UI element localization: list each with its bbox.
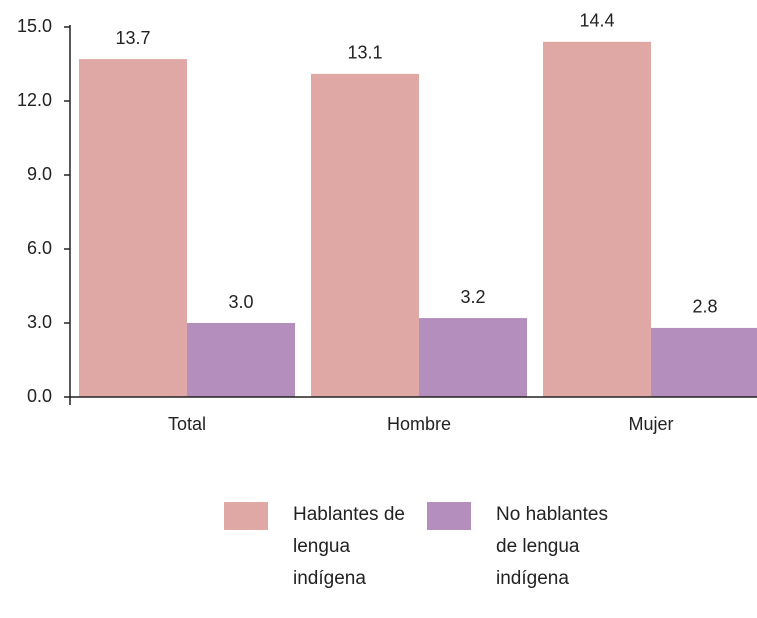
bar bbox=[543, 41, 651, 398]
legend-label: No hablantes de lengua indígena bbox=[496, 504, 608, 589]
x-tick-label: Hombre bbox=[387, 414, 451, 434]
value-label: 13.7 bbox=[115, 28, 150, 48]
y-tick-label: 0.0 bbox=[27, 386, 52, 406]
bar bbox=[311, 73, 419, 397]
bar bbox=[79, 59, 187, 398]
value-label: 3.2 bbox=[460, 287, 485, 307]
bar bbox=[419, 318, 527, 397]
x-tick-label: Total bbox=[168, 414, 206, 434]
value-label: 14.4 bbox=[579, 11, 614, 31]
x-tick-label: Mujer bbox=[628, 414, 673, 434]
y-tick-label: 6.0 bbox=[27, 238, 52, 258]
legend-label: Hablantes de lengua indígena bbox=[293, 504, 405, 589]
chart: 0.0 3.0 6.0 9.0 12.0 15.0 Total 13.7 3.0 Hombre 13… bbox=[17, 11, 757, 434]
bar bbox=[187, 323, 295, 397]
value-label: 2.8 bbox=[692, 297, 717, 317]
y-tick-label: 9.0 bbox=[27, 164, 52, 184]
legend-swatch bbox=[427, 502, 471, 530]
legend-swatch bbox=[224, 502, 268, 530]
value-label: 3.0 bbox=[228, 292, 253, 312]
y-tick-label: 12.0 bbox=[17, 90, 52, 110]
bar bbox=[651, 327, 757, 397]
value-label: 13.1 bbox=[347, 43, 382, 63]
y-tick-label: 3.0 bbox=[27, 312, 52, 332]
y-tick-label: 15.0 bbox=[17, 16, 52, 36]
